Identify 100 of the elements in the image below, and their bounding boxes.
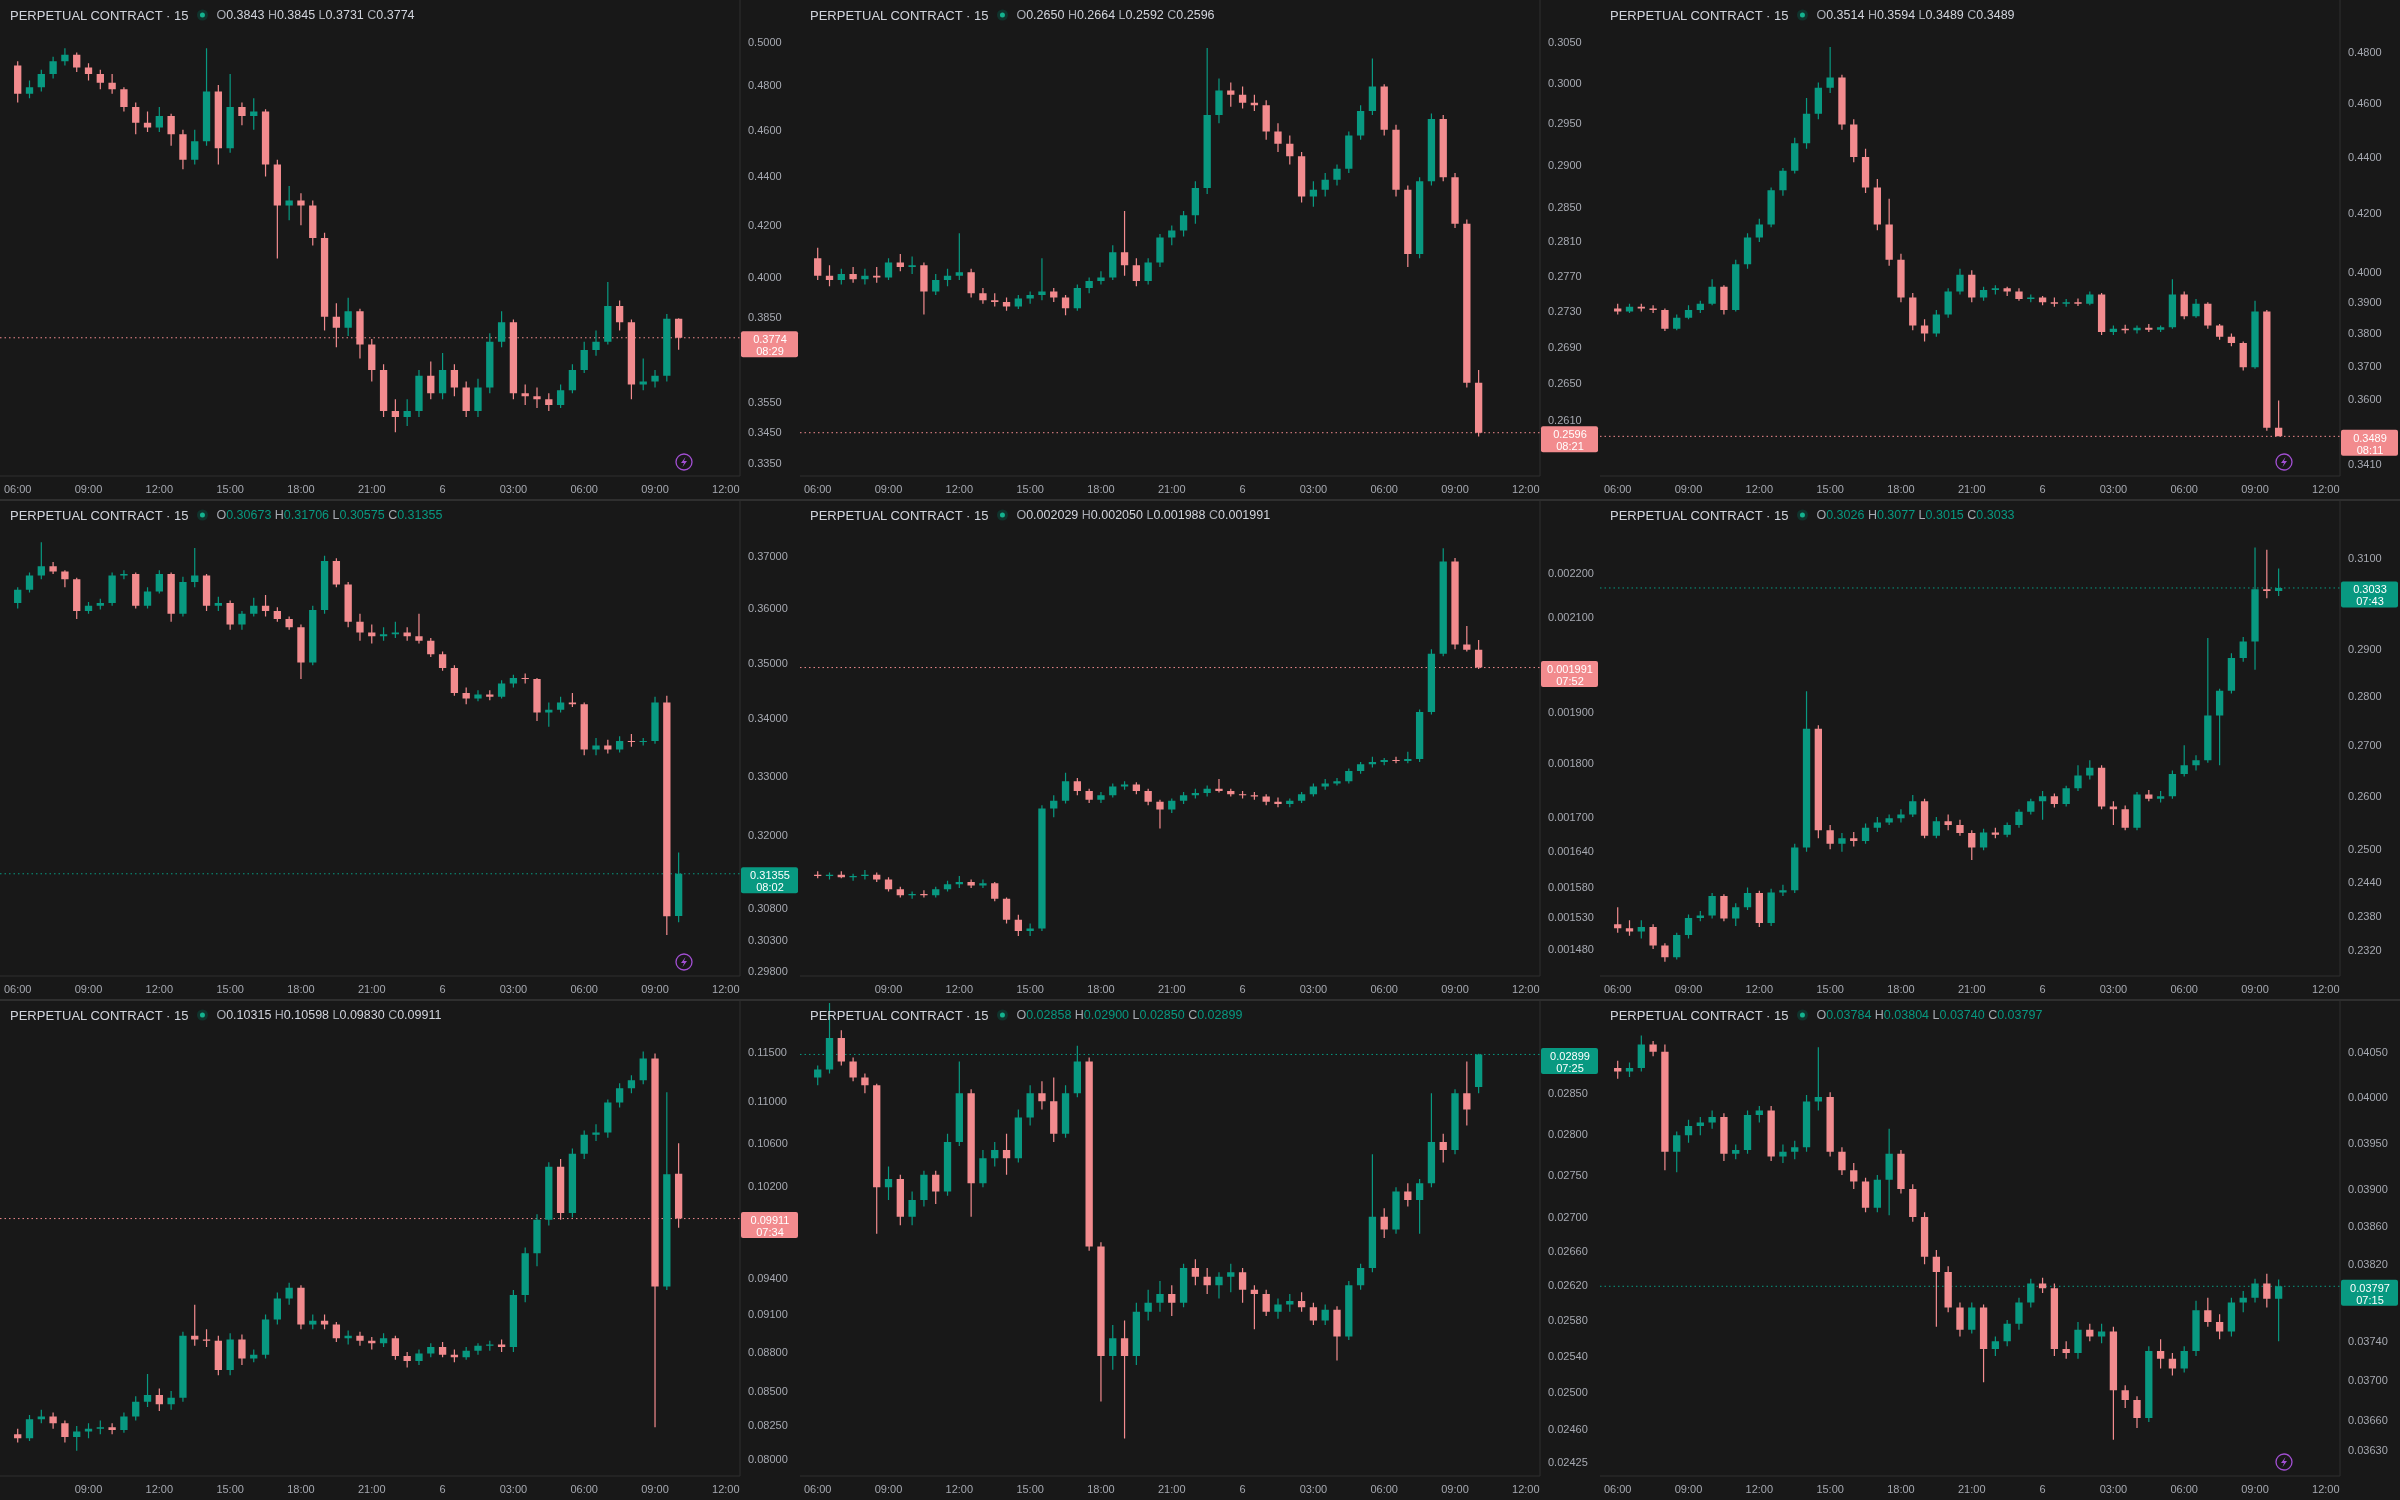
- candlestick: [1779, 1144, 1787, 1163]
- y-tick-label: 0.08500: [748, 1385, 788, 1398]
- candlestick: [462, 1347, 470, 1360]
- candlestick: [1085, 277, 1093, 294]
- candlestick: [604, 1099, 612, 1138]
- x-tick-label: 6: [439, 1483, 446, 1495]
- candlestick: [49, 56, 57, 79]
- y-tick-label: 0.02425: [1548, 1455, 1588, 1468]
- candlestick: [179, 576, 187, 617]
- candlestick: [1850, 831, 1858, 847]
- candlestick: [2121, 1385, 2129, 1409]
- candlestick: [615, 300, 624, 331]
- candlestick: [1474, 370, 1483, 437]
- x-tick-label: 6: [2039, 1483, 2046, 1495]
- candlestick: [1720, 894, 1728, 922]
- y-tick-label: 0.30300: [748, 933, 788, 946]
- candlestick: [108, 74, 116, 94]
- x-tick-label: 15:00: [1816, 983, 1844, 995]
- candlestick: [1637, 920, 1645, 939]
- candlestick: [2145, 1346, 2153, 1422]
- candlestick: [1215, 1272, 1223, 1299]
- candlestick: [132, 572, 140, 609]
- candlestick: [49, 562, 57, 575]
- candlestick: [932, 1170, 940, 1205]
- y-tick-label: 0.03820: [2348, 1258, 2388, 1271]
- x-tick-label: 21:00: [1958, 1483, 1986, 1495]
- x-tick-label: 12:00: [1512, 483, 1540, 495]
- x-tick-label: 09:00: [1441, 1483, 1469, 1495]
- candlestick: [1897, 809, 1905, 823]
- candlestick: [627, 1075, 636, 1094]
- x-tick-label: 03:00: [1299, 483, 1328, 495]
- x-tick-label: 6: [2039, 483, 2046, 495]
- x-tick-label: 03:00: [499, 1483, 528, 1495]
- y-tick-label: 0.33000: [748, 769, 788, 782]
- candlestick: [1368, 1154, 1377, 1273]
- candlestick: [2074, 1321, 2082, 1359]
- y-tick-label: 0.3850: [748, 310, 782, 323]
- candlestick: [191, 129, 199, 165]
- x-tick-label: 15:00: [216, 483, 244, 495]
- y-tick-label: 0.29800: [748, 965, 788, 978]
- x-tick-label: 03:00: [499, 983, 528, 995]
- x-tick-label: 15:00: [1816, 483, 1844, 495]
- candlestick: [1286, 1294, 1294, 1312]
- candlestick: [896, 886, 904, 898]
- candlestick: [14, 587, 22, 609]
- candlestick: [2204, 637, 2212, 763]
- candlestick: [1732, 903, 1740, 926]
- y-tick-label: 0.03860: [2348, 1220, 2388, 1233]
- y-tick-label: 0.30800: [748, 902, 788, 915]
- y-tick-label: 0.2650: [1548, 376, 1582, 389]
- candlestick: [604, 281, 612, 345]
- candlestick: [1861, 1177, 1870, 1213]
- candlestick: [1463, 1061, 1471, 1126]
- candlestick: [2086, 760, 2094, 780]
- candlestick: [849, 1057, 857, 1082]
- y-tick-label: 0.08000: [748, 1453, 788, 1466]
- candlestick: [1356, 762, 1365, 774]
- candlestick: [474, 690, 482, 702]
- candlestick: [403, 399, 411, 427]
- candlestick: [96, 1420, 104, 1435]
- y-tick-label: 0.002200: [1548, 566, 1594, 579]
- candlestick: [1061, 1085, 1070, 1138]
- candlestick: [273, 607, 282, 622]
- candlestick: [556, 384, 565, 409]
- candlestick: [2062, 299, 2070, 307]
- candlestick: [2145, 324, 2153, 332]
- candlestick: [25, 1415, 34, 1442]
- x-tick-label: 12:00: [1745, 483, 1774, 495]
- x-tick-label: 18:00: [1887, 1483, 1915, 1495]
- candlestick: [1885, 1128, 1893, 1216]
- x-tick-label: 06:00: [570, 983, 598, 995]
- candlestick: [1920, 1212, 1929, 1265]
- y-tick-label: 0.10200: [748, 1180, 788, 1193]
- y-tick-label: 0.2770: [1548, 269, 1582, 282]
- candlestick: [1614, 907, 1622, 933]
- candlestick: [356, 1331, 364, 1346]
- candlestick: [1838, 74, 1846, 130]
- candlestick: [73, 1425, 81, 1451]
- x-tick-label: 03:00: [1299, 1483, 1328, 1495]
- candlestick: [674, 1143, 683, 1228]
- x-tick-label: 15:00: [1816, 1483, 1844, 1495]
- candlestick: [979, 287, 987, 304]
- candlestick: [533, 1214, 541, 1267]
- candlestick: [2133, 325, 2141, 334]
- candlestick: [1333, 164, 1341, 186]
- candlestick: [1050, 1077, 1058, 1142]
- y-tick-label: 0.03900: [2348, 1182, 2388, 1195]
- y-tick-label: 0.001800: [1548, 757, 1594, 770]
- candlestick: [474, 378, 482, 418]
- candlestick: [332, 1321, 341, 1342]
- x-tick-label: 21:00: [1158, 1483, 1186, 1495]
- y-tick-label: 0.2700: [2348, 739, 2382, 752]
- candlestick: [967, 879, 975, 888]
- candlestick: [1002, 897, 1011, 924]
- candlestick: [533, 677, 541, 722]
- y-tick-label: 0.04000: [2348, 1090, 2388, 1103]
- candlestick: [1238, 86, 1247, 109]
- candlestick: [545, 1162, 553, 1226]
- candlestick: [2227, 1297, 2236, 1337]
- candlestick: [2168, 1352, 2177, 1376]
